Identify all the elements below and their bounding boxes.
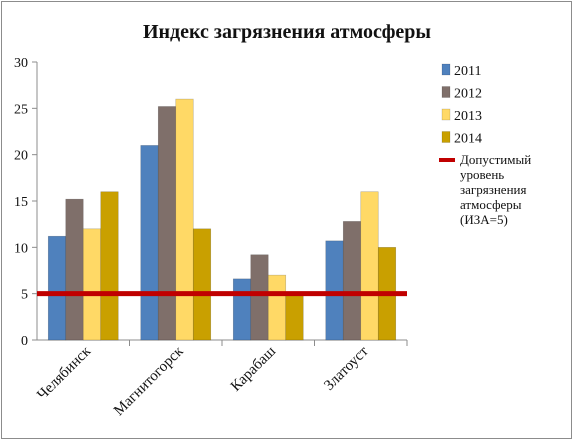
bar-2011-1 xyxy=(140,145,159,341)
bar-2013-1 xyxy=(175,98,194,341)
legend-label-2013: 2013 xyxy=(454,109,482,124)
bar-2011-0 xyxy=(47,235,67,341)
legend: 2011 2012 2013 2014 Допустимыйуровеньзагрязн… xyxy=(439,63,531,227)
legend-label-2011: 2011 xyxy=(454,64,481,79)
legend-threshold-label-line: (ИЗА=5) xyxy=(460,212,508,227)
y-tick-label: 0 xyxy=(21,334,28,349)
bar-2012-2 xyxy=(250,254,269,341)
legend-label-2014: 2014 xyxy=(454,132,482,147)
y-tick-label: 5 xyxy=(21,288,28,303)
bar-2013-2 xyxy=(267,274,287,341)
category-label: Челябинск xyxy=(34,343,94,403)
bar-2012-1 xyxy=(157,106,177,341)
legend-threshold-label-line: Допустимый xyxy=(460,152,531,167)
legend-threshold-label-line: загрязнения xyxy=(460,182,526,197)
bar-2014-2 xyxy=(285,293,304,341)
y-tick-label: 20 xyxy=(14,149,28,164)
legend-swatch-2013 xyxy=(441,108,451,121)
legend-threshold-label-line: атмосферы xyxy=(460,197,522,212)
bar-2014-1 xyxy=(192,228,212,341)
bar-2012-0 xyxy=(65,198,84,341)
category-label: Златоуст xyxy=(321,343,372,394)
legend-label-2012: 2012 xyxy=(454,87,482,102)
category-label: Магнитогорск xyxy=(111,343,187,419)
y-tick-label: 10 xyxy=(14,241,28,256)
legend-swatch-2012 xyxy=(441,86,451,98)
y-tick-label: 25 xyxy=(14,102,28,117)
y-tick-label: 30 xyxy=(14,56,28,71)
bar-2014-0 xyxy=(100,191,119,341)
plot-area: 0 5 10 15 20 25 30 Челябинск Магнитогорск Карабаш… xyxy=(14,56,408,419)
legend-swatch-2011 xyxy=(441,63,451,76)
bar-2011-3 xyxy=(325,240,344,341)
y-tick-label: 15 xyxy=(14,195,28,210)
bar-2011-2 xyxy=(232,278,252,341)
bar-2013-3 xyxy=(360,191,379,341)
category-label: Карабаш xyxy=(228,343,280,395)
chart-title: Индекс загрязнения атмосферы xyxy=(143,21,431,43)
legend-threshold-label-line: уровень xyxy=(460,167,504,182)
legend-swatch-2014 xyxy=(441,131,451,143)
bar-2013-0 xyxy=(82,228,102,341)
bar-2012-3 xyxy=(342,221,362,341)
